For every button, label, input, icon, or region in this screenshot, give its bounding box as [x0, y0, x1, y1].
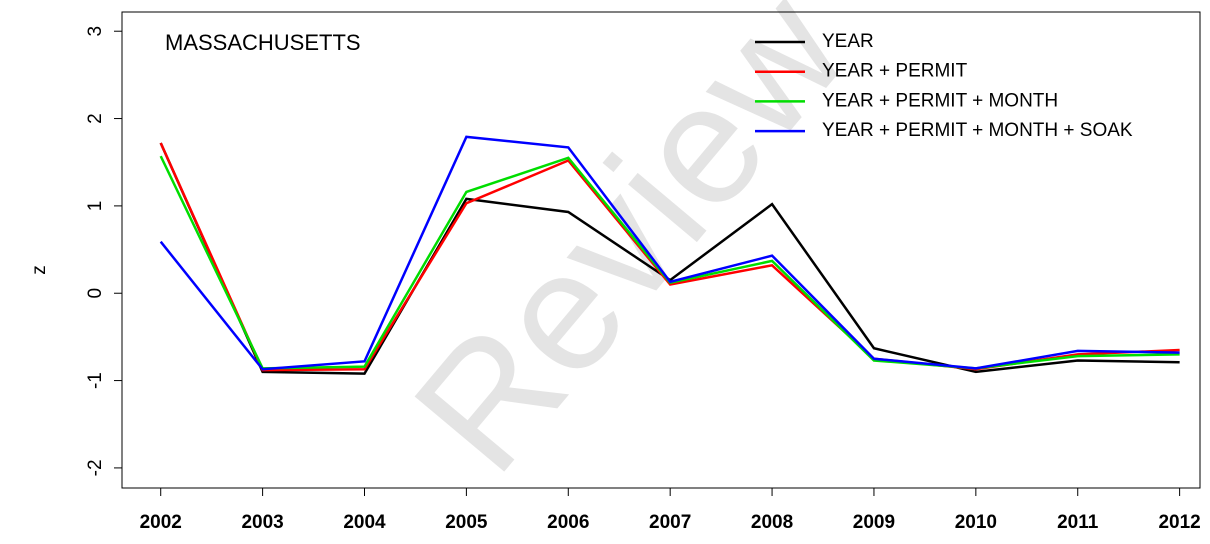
y-tick-label: -1 [85, 372, 106, 389]
plot-box [121, 11, 1201, 489]
y-tick-label: 1 [85, 201, 106, 212]
x-tick-label: 2002 [140, 512, 182, 533]
x-tick-label: 2005 [445, 512, 488, 533]
annotation: MASSACHUSETTS [165, 30, 361, 55]
legend-label: YEAR [822, 31, 874, 52]
x-tick-label: 2006 [547, 512, 589, 533]
x-tick-label: 2011 [1057, 512, 1099, 533]
x-tick-label: 2008 [751, 512, 793, 533]
y-tick-label: 2 [85, 113, 106, 124]
y-tick-label: -2 [85, 459, 106, 476]
x-tick-label: 2010 [955, 512, 997, 533]
series-line [159, 135, 1180, 371]
legend-label: YEAR + PERMIT [822, 61, 968, 82]
y-tick-label: 0 [85, 288, 106, 299]
x-tick-label: 2009 [853, 512, 895, 533]
y-axis-label: z [29, 265, 50, 275]
x-tick-label: 2012 [1158, 512, 1200, 533]
y-tick-label: 3 [85, 26, 106, 37]
x-tick-label: 2007 [649, 512, 691, 533]
x-tick-label: 2003 [241, 512, 283, 533]
x-tick-label: 2004 [343, 512, 386, 533]
legend-label: YEAR + PERMIT + MONTH [822, 90, 1058, 111]
legend-label: YEAR + PERMIT + MONTH + SOAK [822, 120, 1133, 141]
